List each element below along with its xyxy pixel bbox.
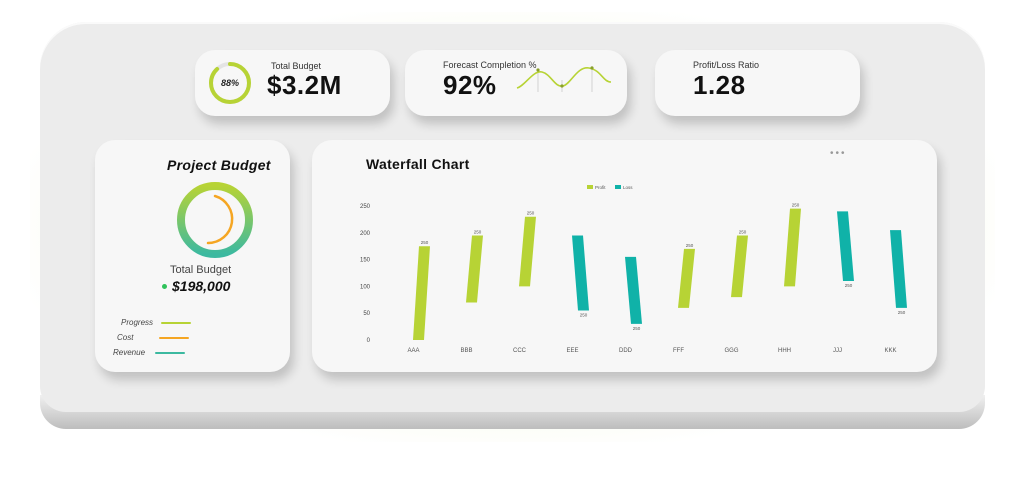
kpi-card-total-budget[interactable]: 88% Total Budget $3.2M <box>195 50 390 116</box>
bar-loss-eee <box>572 235 589 311</box>
data-label-ggg: 250 <box>739 229 747 234</box>
forecast-sparkline <box>516 66 612 92</box>
x-tick-label: GGG <box>724 348 738 354</box>
waterfall-title: Waterfall Chart <box>366 156 470 172</box>
project-budget-title: Project Budget <box>167 157 271 173</box>
data-label-bbb: 250 <box>474 229 482 234</box>
project-budget-rings <box>177 182 253 258</box>
x-tick-label: EEE <box>566 348 578 354</box>
x-tick-label: JJJ <box>833 348 842 354</box>
legend-swatch-profit <box>587 185 593 189</box>
project-total-label: Total Budget <box>170 264 232 276</box>
legend-cost-label: Cost <box>117 333 134 342</box>
bar-loss-jjj <box>837 211 854 282</box>
bar-loss-ddd <box>625 256 642 324</box>
data-label-ddd: 250 <box>633 326 641 331</box>
legend-revenue-line <box>155 352 185 354</box>
legend-label-profit: Profit <box>595 185 606 190</box>
budget-donut-text: 88% <box>221 78 239 88</box>
data-label-fff: 250 <box>686 243 694 248</box>
data-label-kkk: 250 <box>898 310 906 315</box>
forecast-value: 92% <box>443 70 497 100</box>
kpi-card-forecast[interactable]: Forecast Completion % 92% <box>405 50 627 116</box>
bar-profit-aaa <box>413 246 430 340</box>
legend-progress-line <box>161 322 191 324</box>
data-label-jjj: 250 <box>845 283 853 288</box>
y-tick-label: 200 <box>360 231 371 237</box>
x-tick-label: DDD <box>619 348 633 354</box>
bar-profit-hhh <box>784 208 801 287</box>
x-tick-label: AAA <box>407 348 419 354</box>
kpi-card-profit-loss[interactable]: Profit/Loss Ratio 1.28 <box>655 50 860 116</box>
waterfall-plot: Profit Loss 0 50 100 150 200 250 250 250 250 250 2… <box>360 185 907 354</box>
profit-loss-label: Profit/Loss Ratio <box>693 60 760 70</box>
project-total-dot <box>162 284 167 289</box>
bar-profit-bbb <box>466 235 483 303</box>
profit-loss-value: 1.28 <box>693 70 746 100</box>
total-budget-value: $3.2M <box>267 70 342 100</box>
legend-progress-label: Progress <box>121 318 154 327</box>
legend-revenue-label: Revenue <box>113 348 146 357</box>
bar-profit-fff <box>678 248 695 308</box>
y-tick-label: 0 <box>367 338 371 344</box>
y-tick-label: 50 <box>363 311 370 317</box>
project-total-value: $198,000 <box>172 278 231 294</box>
x-tick-label: HHH <box>778 348 791 354</box>
budget-donut-arc <box>209 62 251 104</box>
total-budget-label: Total Budget <box>271 61 322 71</box>
forecast-label: Forecast Completion % <box>443 60 537 70</box>
legend-cost-line <box>159 337 189 339</box>
bar-loss-kkk <box>890 230 907 308</box>
x-tick-label: CCC <box>513 348 527 354</box>
y-tick-label: 150 <box>360 258 371 264</box>
data-label-hhh: 250 <box>792 203 800 208</box>
bar-profit-ggg <box>731 235 748 298</box>
legend-swatch-loss <box>615 185 621 189</box>
x-tick-label: KKK <box>884 348 896 354</box>
y-tick-label: 100 <box>360 284 371 290</box>
x-tick-label: FFF <box>673 348 684 354</box>
data-label-aaa: 250 <box>421 240 429 245</box>
data-label-ccc: 250 <box>527 211 535 216</box>
data-label-eee: 250 <box>580 313 588 318</box>
project-budget-card[interactable]: Project Budget Total Budget $198,000 Pro… <box>95 140 290 372</box>
budget-donut: 88% <box>209 62 251 104</box>
y-tick-label: 250 <box>360 204 371 210</box>
x-tick-label: BBB <box>460 348 472 354</box>
bar-profit-ccc <box>519 216 536 287</box>
more-dots-icon[interactable]: ••• <box>830 148 847 159</box>
legend-label-loss: Loss <box>623 185 633 190</box>
waterfall-card[interactable]: Waterfall Chart ••• Profit Loss 0 50 100 150… <box>312 140 937 372</box>
